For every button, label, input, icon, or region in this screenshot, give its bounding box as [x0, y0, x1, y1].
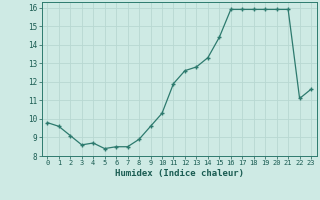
X-axis label: Humidex (Indice chaleur): Humidex (Indice chaleur) — [115, 169, 244, 178]
